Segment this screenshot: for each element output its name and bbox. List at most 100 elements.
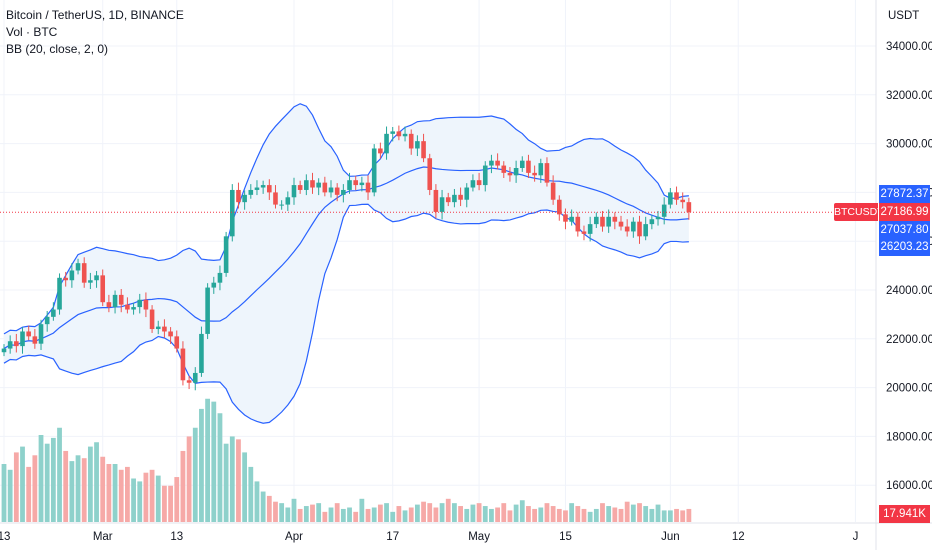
x-tick-label: 13 (170, 531, 183, 543)
volume-bar (50, 437, 56, 522)
x-tick-label: Mar (93, 531, 113, 543)
candle-body (297, 185, 303, 190)
volume-bar (155, 475, 161, 522)
volume-bar (507, 510, 513, 522)
volume-bar (236, 439, 241, 522)
volume-bar (384, 503, 389, 522)
candle-body (476, 180, 482, 186)
candle-body (285, 197, 291, 205)
volume-bar (223, 443, 229, 522)
candle-body (384, 133, 389, 154)
volume-bar (396, 506, 402, 522)
volume-bar (81, 458, 87, 522)
x-tick-label: J (853, 531, 859, 543)
volume-bar (464, 508, 470, 522)
bb-upper-line (3, 103, 689, 335)
candle-body (248, 189, 254, 195)
bb-basis-badge: 27037.80 (879, 221, 930, 239)
volume-bar (482, 506, 488, 522)
candle-body (557, 199, 562, 215)
volume-bar (526, 506, 531, 522)
candle-body (149, 309, 155, 330)
volume-bar (414, 504, 420, 522)
candle-body (125, 304, 130, 310)
candle-body (532, 172, 537, 176)
volume-bar (340, 508, 346, 522)
candle-body (81, 263, 87, 283)
volume-bar (433, 507, 439, 522)
volume-bar (248, 466, 254, 522)
candle-body (316, 182, 321, 188)
candle-body (217, 272, 223, 283)
candle-body (118, 294, 124, 305)
candle-body (402, 133, 408, 137)
candle-body (242, 194, 247, 203)
last-price-badge: 27186.99 (879, 203, 930, 221)
volume-bar (266, 495, 272, 522)
volume-bar (13, 452, 19, 522)
volume-bar (674, 508, 679, 522)
volume-bar (143, 472, 149, 522)
volume-bar (229, 436, 235, 522)
candle-body (495, 160, 500, 166)
volume-bar (538, 507, 544, 522)
volume-bar (254, 481, 260, 522)
candle-body (44, 316, 50, 325)
volume-bar (112, 464, 118, 522)
candle-body (137, 299, 143, 308)
x-tick-label: Apr (285, 531, 303, 543)
volume-bar (489, 508, 494, 522)
legend-title[interactable]: Bitcoin / TetherUS, 1D, BINANCE (6, 8, 184, 22)
candle-body (439, 197, 445, 212)
candle-body (581, 231, 587, 234)
legend-volume[interactable]: Vol · BTC (6, 25, 58, 39)
volume-bar (581, 508, 587, 522)
chart-legend: Bitcoin / TetherUS, 1D, BINANCE Vol · BT… (6, 7, 184, 58)
volume-bar (347, 507, 352, 522)
candle-body (162, 326, 167, 332)
volume-bar (427, 503, 433, 522)
volume-bar (624, 501, 630, 522)
volume-bar (211, 401, 217, 522)
candle-body (112, 294, 118, 308)
volume-bar (118, 469, 124, 522)
candle-body (513, 168, 519, 176)
volume-bar (131, 478, 136, 522)
candle-body (501, 165, 507, 173)
x-tick-label: 13 (0, 531, 10, 543)
volume-bar (273, 501, 278, 522)
candle-body (186, 380, 192, 383)
bb-basis-line (3, 166, 689, 350)
candle-body (168, 331, 173, 337)
candle-body (661, 204, 667, 217)
candle-body (174, 336, 180, 349)
volume-bar (667, 510, 673, 522)
candle-body (433, 189, 439, 212)
volume-bar (353, 511, 359, 522)
candle-body (328, 187, 334, 193)
candle-body (334, 187, 340, 195)
volume-bar (495, 507, 500, 522)
candle-body (88, 280, 93, 283)
legend-indicator[interactable]: BB (20, close, 2, 0) (6, 42, 109, 56)
volume-bar (57, 427, 62, 522)
candle-body (359, 182, 365, 186)
volume-bar (26, 466, 32, 522)
candle-body (26, 331, 31, 337)
volume-bar (44, 443, 50, 522)
volume-bar (279, 503, 285, 522)
volume-bar (680, 510, 686, 522)
candle-body (143, 299, 149, 310)
volume-bar (322, 511, 328, 522)
candle-body (347, 180, 352, 190)
candle-body (378, 148, 383, 154)
candle-body (20, 331, 25, 347)
volume-bar (606, 506, 612, 522)
candle-body (507, 172, 513, 176)
volume-bar (63, 450, 69, 522)
candle-body (421, 141, 426, 159)
candle-body (569, 216, 574, 222)
candle-body (680, 199, 685, 203)
